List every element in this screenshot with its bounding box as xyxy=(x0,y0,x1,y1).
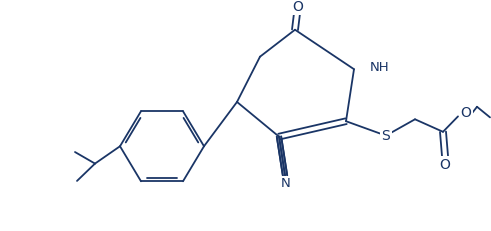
Text: O: O xyxy=(293,0,303,14)
Text: S: S xyxy=(382,129,390,143)
Text: O: O xyxy=(461,106,471,120)
Text: N: N xyxy=(281,177,291,190)
Text: NH: NH xyxy=(370,61,390,74)
Text: O: O xyxy=(439,158,450,172)
